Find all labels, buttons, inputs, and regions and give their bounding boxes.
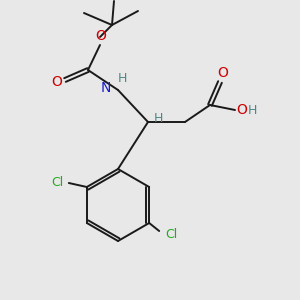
Text: N: N	[100, 81, 111, 95]
Text: O: O	[96, 29, 106, 43]
Text: O: O	[52, 75, 62, 89]
Text: Cl: Cl	[165, 229, 177, 242]
Text: H: H	[247, 103, 257, 116]
Text: H: H	[153, 112, 163, 125]
Text: O: O	[237, 103, 248, 117]
Text: Cl: Cl	[52, 176, 64, 188]
Text: O: O	[218, 66, 228, 80]
Text: H: H	[117, 73, 127, 85]
